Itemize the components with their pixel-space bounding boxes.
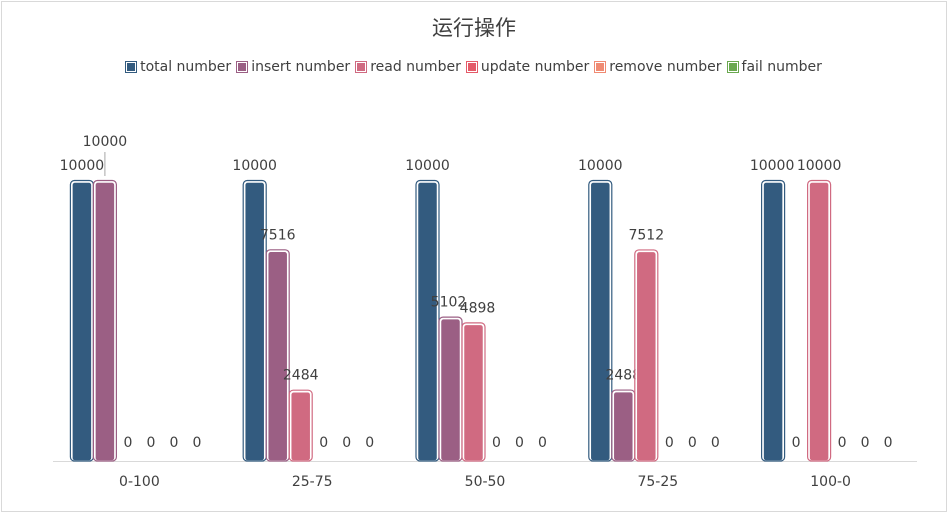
- legend-label: insert number: [251, 59, 351, 75]
- bar-outline: [461, 322, 486, 462]
- data-label: 0: [123, 435, 132, 451]
- bar-total-number-100-0: [762, 181, 784, 462]
- data-label: 0: [792, 435, 801, 451]
- legend-swatch: [726, 61, 739, 73]
- legend-label: fail number: [741, 59, 822, 75]
- bar-outline: [634, 249, 659, 462]
- bar-total-number-0-100: [71, 181, 93, 462]
- legend-item-read-number: read number: [355, 59, 461, 75]
- bar-outline: [92, 179, 118, 462]
- data-label: 0: [861, 435, 870, 451]
- bar-outline: [288, 389, 313, 462]
- bar-insert-number-50-50: [439, 317, 462, 462]
- data-label: 10000: [797, 158, 842, 174]
- x-tick-label: 50-50: [465, 474, 506, 490]
- data-label: 10000: [750, 158, 795, 174]
- legend-item-insert-number: insert number: [236, 59, 351, 75]
- data-label: 2484: [283, 368, 319, 384]
- x-tick-label: 25-75: [292, 474, 333, 490]
- bar-insert-number-0-100: [94, 181, 116, 462]
- legend-item-remove-number: remove number: [594, 59, 722, 75]
- x-tick-label: 75-25: [637, 474, 678, 490]
- x-tick-label: 0-100: [119, 474, 160, 490]
- data-label: 0: [711, 435, 720, 451]
- legend-swatch: [236, 61, 249, 73]
- bar-total-number-75-25: [589, 181, 612, 462]
- chart-title: 运行操作: [432, 16, 516, 40]
- data-label: 0: [884, 435, 893, 451]
- data-label: 0: [838, 435, 847, 451]
- bar-outline: [588, 179, 613, 462]
- legend-swatch: [594, 61, 607, 73]
- data-label: 0: [538, 435, 547, 451]
- bar-read-number-25-75: [289, 390, 312, 462]
- bar-read-number-50-50: [462, 323, 485, 462]
- data-label: 2488: [605, 368, 641, 384]
- bar-outline: [265, 249, 290, 462]
- bar-outline: [760, 179, 786, 462]
- data-label: 0: [342, 435, 351, 451]
- data-label: 0: [492, 435, 501, 451]
- data-label: 10000: [232, 158, 277, 174]
- data-label: 0: [319, 435, 328, 451]
- legend-label: remove number: [609, 59, 722, 75]
- data-label: 7512: [628, 227, 664, 243]
- legend-label: total number: [140, 59, 232, 75]
- data-label: 10000: [60, 158, 105, 174]
- x-tick-label: 100-0: [810, 474, 851, 490]
- data-label: 0: [515, 435, 524, 451]
- data-label: 10000: [405, 158, 450, 174]
- bar-insert-number-25-75: [266, 250, 289, 462]
- legend-item-fail-number: fail number: [726, 59, 822, 75]
- data-label: 4898: [460, 300, 496, 316]
- legend-item-update-number: update number: [465, 59, 590, 75]
- bar-read-number-100-0: [808, 181, 830, 462]
- bar-total-number-50-50: [416, 181, 439, 462]
- legend-swatch: [355, 61, 368, 73]
- bar-total-number-25-75: [243, 181, 266, 462]
- legend-label: update number: [480, 59, 590, 75]
- data-label: 10000: [578, 158, 623, 174]
- legend-swatch: [125, 61, 138, 73]
- data-label: 10000: [83, 134, 128, 150]
- legend: total number insert number read number upda…: [0, 59, 948, 75]
- legend-swatch: [465, 61, 478, 73]
- data-label: 0: [688, 435, 697, 451]
- legend-label: read number: [370, 59, 461, 75]
- bar-read-number-75-25: [635, 250, 658, 462]
- data-label: 7516: [260, 227, 296, 243]
- bar-outline: [806, 179, 832, 462]
- legend-item-total-number: total number: [125, 59, 232, 75]
- data-label: 0: [665, 435, 674, 451]
- bar-insert-number-75-25: [612, 390, 635, 462]
- data-label: 0: [365, 435, 374, 451]
- data-label: 0: [146, 435, 155, 451]
- data-label: 0: [192, 435, 201, 451]
- data-label: 0: [169, 435, 178, 451]
- data-label: 5102: [431, 295, 467, 311]
